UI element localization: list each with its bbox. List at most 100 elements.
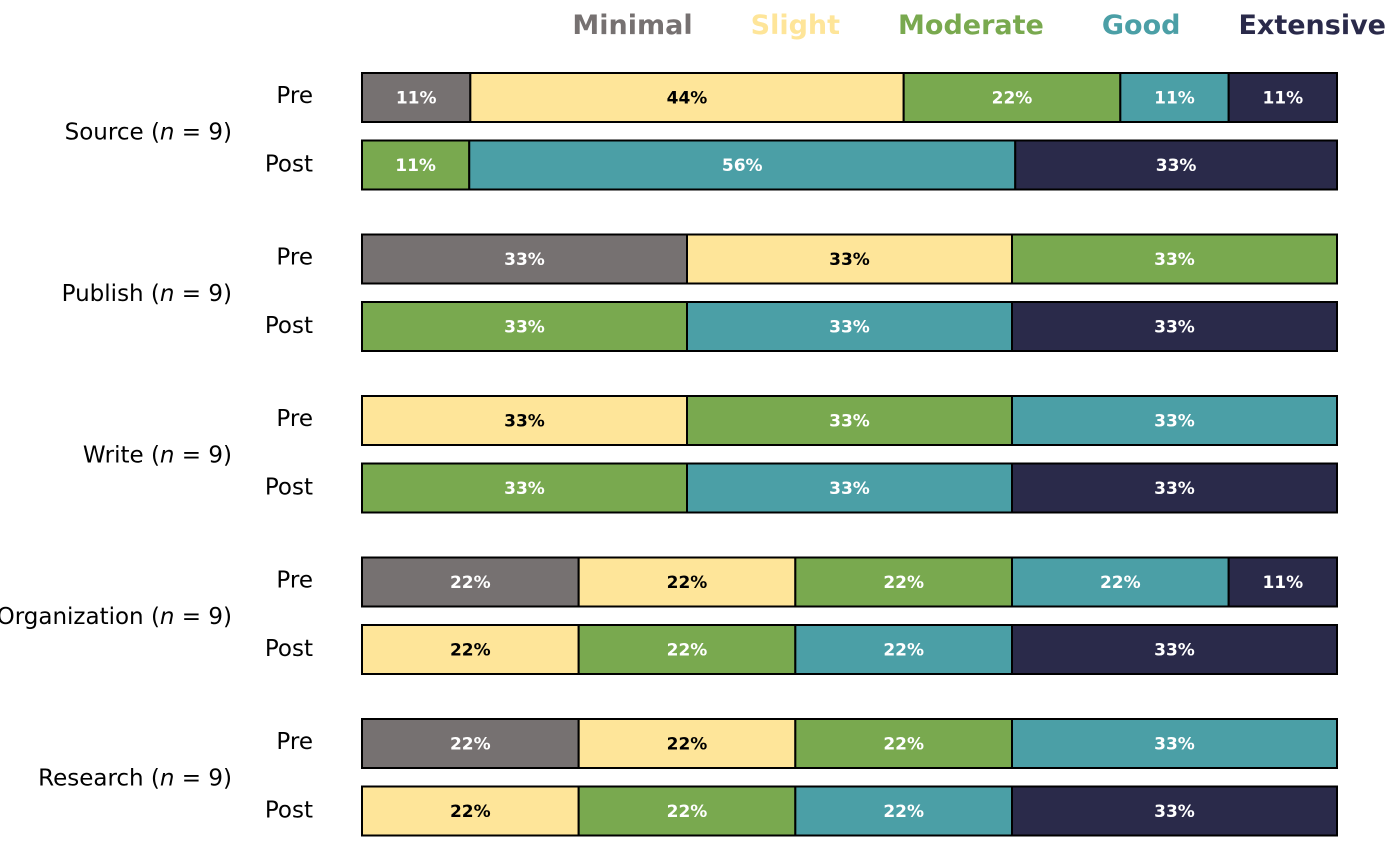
bar-segment-moderate [1011,233,1338,285]
group-label-n: n [160,442,175,468]
group-label-name: Source ( [65,119,160,145]
legend-item-slight: Slight [751,10,841,41]
bar-segment-good [686,462,1013,514]
bar-label-minimal: 22% [450,573,491,593]
bar-segment-good [686,301,1013,352]
bar-label-slight: 22% [450,802,491,822]
bar-label-good: 22% [1100,573,1141,593]
bar-label-extensive: 33% [1154,318,1195,338]
bar-label-moderate: 33% [504,318,545,338]
bar-label-minimal: 33% [504,250,545,270]
bar-segment-extensive [1014,139,1338,191]
row-label-pre: Pre [276,729,313,755]
group-label-n: n [160,119,175,145]
bar-segment-minimal [361,233,688,285]
bar-label-good: 33% [829,479,870,499]
bar-segment-slight [361,785,580,837]
bar-label-extensive: 33% [1156,156,1197,176]
bar-label-extensive: 11% [1262,573,1303,593]
legend-item-minimal: Minimal [572,10,692,41]
bar-segment-moderate [577,624,797,675]
legend: Extensive Good Moderate Slight Minimal [572,10,1386,41]
row-label-pre: Pre [276,406,313,432]
group-label-n: n [160,604,175,630]
bar-segment-moderate [902,72,1122,123]
bar-segment-extensive [1011,462,1338,514]
bar-segment-slight [686,233,1013,285]
group-label: Organization (n = 9) [0,604,232,630]
bar-segment-extensive [1011,301,1338,352]
bar-label-good: 11% [1154,89,1195,109]
group-label: Publish (n = 9) [62,281,232,307]
bar-segment-good [794,785,1013,837]
group-label-count: = 9) [175,604,233,630]
bar-label-slight: 22% [667,735,708,755]
bar-segment-minimal [361,556,580,608]
group-label: Source (n = 9) [65,119,232,145]
bar-segment-moderate [361,139,471,191]
bar-label-good: 22% [883,641,924,661]
bar-segment-moderate [577,785,797,837]
group-label-name: Organization ( [0,604,160,630]
bar-label-extensive: 11% [1262,89,1303,109]
bar-label-extensive: 33% [1154,641,1195,661]
bar-label-good: 22% [883,802,924,822]
bar-label-moderate: 22% [667,641,708,661]
bar-segment-moderate [794,556,1013,608]
row-label-post: Post [265,475,313,501]
group-source: Source (n = 9) Pre 11% 44% 22% 11% 11% Post 11% 5… [65,72,1338,191]
group-research: Research (n = 9) Pre 22% 22% 22% 33% Post 22% 22… [38,718,1338,837]
bar-segment-good [794,624,1013,675]
bar-label-good: 56% [722,156,763,176]
bar-segment-extensive [1011,624,1338,675]
bar-segment-good [1011,395,1338,446]
bar-label-slight: 44% [667,89,708,109]
bar-label-moderate: 33% [1154,250,1195,270]
bar-label-slight: 22% [450,641,491,661]
chart-groups: Source (n = 9)Pre 11% 44% 22% 11% 11%Post 11% 5… [0,72,1338,837]
group-label-count: = 9) [175,442,233,468]
group-label-count: = 9) [175,765,233,791]
bar-label-slight: 33% [504,412,545,432]
bar-label-good: 33% [1154,735,1195,755]
legend-item-good: Good [1102,10,1181,41]
bar-label-moderate: 11% [395,156,436,176]
bar-segment-extensive [1011,785,1338,837]
group-label: Write (n = 9) [83,442,232,468]
group-label-n: n [160,281,175,307]
row-label-post: Post [265,636,313,662]
group-label-name: Publish ( [62,281,160,307]
row-label-post: Post [265,313,313,339]
bar-segment-slight [577,718,797,769]
bar-label-moderate: 33% [504,479,545,499]
bar-label-minimal: 22% [450,735,491,755]
bar-label-good: 33% [829,318,870,338]
row-label-pre: Pre [276,568,313,594]
bar-segment-slight [469,72,905,123]
row-label-post: Post [265,798,313,824]
bar-segment-extensive [1227,72,1338,123]
bar-segment-slight [577,556,797,608]
group-write: Write (n = 9) Pre 33% 33% 33% Post 33% 33% 33% [83,395,1338,514]
bar-label-good: 33% [1154,412,1195,432]
bar-segment-extensive [1227,556,1338,608]
group-publish: Publish (n = 9) Pre 33% 33% 33% Post 33% 33% 33% [62,233,1338,352]
bar-segment-moderate [686,395,1013,446]
bar-segment-moderate [361,301,688,352]
group-label-count: = 9) [175,281,233,307]
group-organization: Organization (n = 9) Pre 22% 22% 22% 22% 11% Po… [0,556,1338,675]
bar-label-moderate: 33% [829,412,870,432]
group-label-name: Write ( [83,442,160,468]
bar-label-moderate: 22% [992,89,1033,109]
row-label-post: Post [265,152,313,178]
bar-label-slight: 33% [829,250,870,270]
bar-segment-moderate [361,462,688,514]
group-label: Research (n = 9) [38,765,232,791]
bar-segment-minimal [361,72,472,123]
group-label-count: = 9) [175,119,233,145]
group-label-n: n [160,765,175,791]
row-label-pre: Pre [276,83,313,109]
bar-segment-good [468,139,1017,191]
legend-item-moderate: Moderate [898,10,1044,41]
